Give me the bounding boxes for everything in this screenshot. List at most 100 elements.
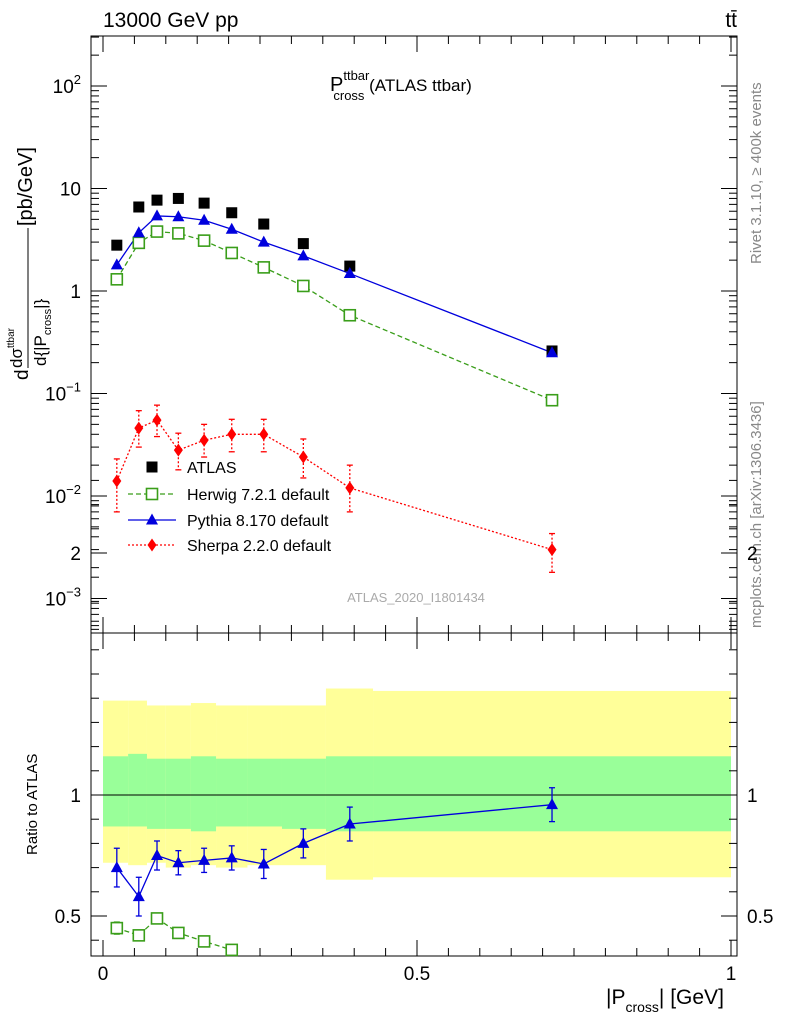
legend-label: Pythia 8.170 default bbox=[187, 513, 329, 530]
process-label: tt̄ bbox=[725, 9, 737, 32]
ratio-marker-pythia bbox=[110, 861, 123, 873]
ratio-band-inner bbox=[128, 753, 147, 827]
xlabel-sub: cross bbox=[625, 999, 658, 1015]
ratio-marker-pythia bbox=[198, 853, 211, 865]
ratio-marker-pythia bbox=[343, 817, 356, 829]
title-base: P bbox=[330, 74, 343, 96]
marker-sherpa bbox=[199, 433, 209, 447]
ylabel-d: d bbox=[12, 369, 33, 380]
marker-data bbox=[111, 239, 123, 251]
marker-data bbox=[258, 218, 270, 230]
marker-sherpa bbox=[298, 450, 308, 464]
x-tick-label: 1 bbox=[726, 964, 737, 985]
y-tick-label: 1 bbox=[70, 282, 81, 303]
marker-sherpa bbox=[227, 427, 237, 441]
legend: ATLAS Herwig 7.2.1 default Pythia 8.170 de… bbox=[128, 460, 332, 555]
marker-sherpa bbox=[345, 481, 355, 495]
ratio-y-tick-label: 2 bbox=[747, 544, 758, 565]
marker-herwig bbox=[257, 261, 271, 274]
marker-sherpa bbox=[112, 474, 122, 488]
analysis-label: ATLAS_2020_I1801434 bbox=[347, 590, 485, 605]
ratio-band-inner bbox=[103, 756, 129, 827]
ratio-band-inner bbox=[165, 758, 191, 829]
ylabel-denom: d{|P bbox=[31, 335, 50, 366]
marker-sherpa bbox=[259, 427, 269, 441]
legend-label: Sherpa 2.2.0 default bbox=[187, 538, 332, 555]
ratio-band-inner bbox=[146, 758, 166, 829]
marker-pythia bbox=[110, 258, 123, 270]
marker-pythia bbox=[198, 213, 211, 225]
ratio-band-inner bbox=[281, 758, 326, 829]
x-axis-label: |Pcross| [GeV] bbox=[606, 986, 724, 1015]
title-sub: cross bbox=[333, 88, 365, 103]
ratio-line-pythia bbox=[116, 804, 553, 898]
ratio-y-tick-label: 1 bbox=[70, 786, 81, 807]
marker-pythia bbox=[151, 209, 164, 221]
ratio-band-inner bbox=[216, 758, 248, 827]
marker-data bbox=[226, 207, 238, 219]
xlabel-pre: |P bbox=[606, 986, 625, 1009]
ratio-marker-herwig bbox=[225, 943, 239, 957]
marker-pythia bbox=[546, 346, 559, 358]
marker-pythia bbox=[225, 222, 238, 234]
series-line-herwig bbox=[116, 230, 553, 401]
marker-herwig bbox=[297, 279, 310, 293]
ratio-marker-herwig bbox=[197, 935, 211, 948]
svg-text:d: d bbox=[12, 369, 33, 380]
marker-pythia bbox=[343, 267, 356, 279]
ratio-y-tick-label: 0.5 bbox=[55, 907, 81, 928]
marker-herwig bbox=[132, 236, 146, 250]
ratio-band-inner bbox=[190, 756, 217, 832]
legend-marker-pythia bbox=[146, 513, 158, 525]
marker-herwig bbox=[197, 234, 211, 247]
y-tick-label: 10−1 bbox=[45, 380, 81, 406]
x-tick-label: 0 bbox=[98, 964, 109, 985]
ylabel-denom-close: |} bbox=[31, 298, 50, 308]
ratio-band-inner bbox=[247, 758, 282, 827]
plot-title: Pttbar cross (ATLAS ttbar) bbox=[330, 68, 472, 103]
rivet-label: Rivet 3.1.10, ≥ 400k events bbox=[748, 82, 765, 264]
marker-data bbox=[198, 197, 210, 209]
ratio-marker-herwig bbox=[132, 929, 146, 942]
x-tick-label: 0.5 bbox=[404, 964, 430, 985]
marker-data bbox=[297, 238, 309, 250]
marker-data bbox=[172, 192, 184, 204]
ratio-y-tick-label: 0.5 bbox=[747, 907, 773, 928]
ratio-marker-herwig bbox=[110, 921, 124, 935]
ratio-marker-pythia bbox=[546, 798, 559, 810]
ratio-y-label: Ratio to ATLAS bbox=[24, 754, 41, 855]
title-sup: ttbar bbox=[343, 68, 370, 83]
svg-text:d{|Pcross|}: d{|Pcross|} bbox=[31, 298, 54, 366]
marker-pythia bbox=[132, 226, 145, 238]
ratio-marker-pythia bbox=[257, 857, 270, 869]
xlabel-post: | [GeV] bbox=[659, 986, 724, 1009]
series-line-sherpa bbox=[116, 419, 553, 551]
marker-herwig bbox=[150, 225, 164, 238]
marker-data bbox=[133, 201, 145, 213]
ratio-y-tick-label: 2 bbox=[70, 544, 81, 565]
ratio-marker-pythia bbox=[225, 851, 238, 863]
y-tick-label: 10−2 bbox=[45, 482, 81, 508]
marker-pythia bbox=[257, 235, 270, 247]
legend-marker-sherpa bbox=[147, 538, 157, 552]
marker-sherpa bbox=[152, 413, 162, 427]
ratio-marker-herwig bbox=[172, 926, 185, 940]
series-line-pythia bbox=[116, 215, 553, 354]
ratio-marker-pythia bbox=[297, 836, 310, 848]
ratio-marker-pythia bbox=[132, 890, 145, 902]
marker-sherpa bbox=[173, 443, 183, 457]
legend-label: Herwig 7.2.1 default bbox=[187, 487, 330, 504]
legend-label: ATLAS bbox=[187, 460, 237, 477]
ratio-marker-pythia bbox=[172, 856, 185, 868]
ylabel-ttbar: ttbar bbox=[6, 327, 17, 348]
ratio-y-tick-label: 1 bbox=[747, 786, 758, 807]
ylabel-cross: cross bbox=[42, 308, 54, 335]
marker-herwig bbox=[172, 227, 185, 240]
y-tick-label: 10−3 bbox=[45, 585, 81, 611]
y-tick-label: 10 bbox=[60, 180, 81, 201]
marker-herwig bbox=[225, 246, 239, 260]
marker-herwig bbox=[343, 308, 357, 322]
legend-marker-herwig bbox=[145, 487, 159, 501]
marker-data bbox=[151, 194, 163, 206]
